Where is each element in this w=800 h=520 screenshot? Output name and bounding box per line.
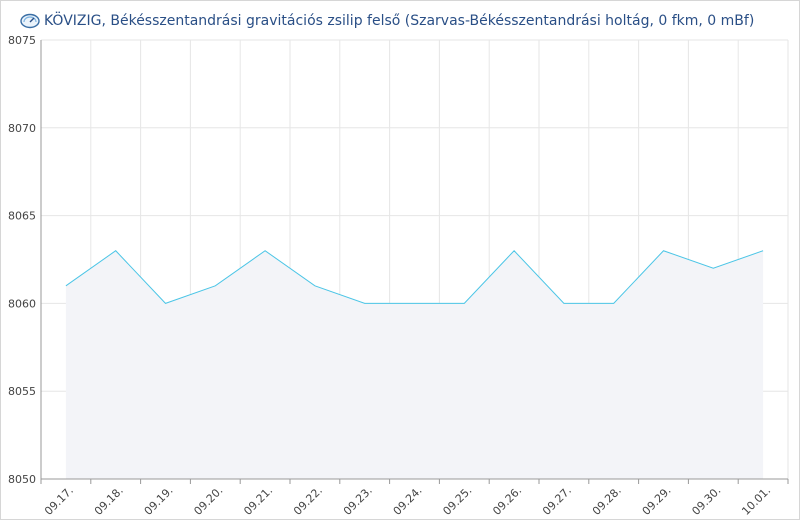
x-tick-label: 09.26. [490,484,524,518]
y-tick-label: 8050 [8,473,36,486]
y-tick-label: 8065 [8,210,36,223]
x-tick-labels: 09.17. 09.18. 09.19. 09.20. 09.21. 09.22. 09.2… [42,484,773,518]
gauge-icon [20,13,40,29]
x-tick-label: 09.24. [391,484,425,518]
y-tick-labels: 8050 8055 8060 8065 8070 8075 [8,34,36,486]
x-tick-label: 09.25. [440,484,474,518]
x-tick-label: 09.22. [291,484,325,518]
series-line [65,249,764,304]
x-tick-label: 09.29. [640,484,674,518]
chart-header: KÖVIZIG, Békésszentandrási gravitációs z… [20,10,754,32]
y-tick-label: 8075 [8,34,36,47]
line-layer [65,249,764,304]
y-tick-label: 8060 [8,297,36,310]
x-tick-label: 09.21. [241,484,275,518]
x-tick-label: 09.23. [341,484,375,518]
chart-title: KÖVIZIG, Békésszentandrási gravitációs z… [44,13,755,29]
axis-layer [40,40,789,484]
x-tick-label: 09.20. [191,484,225,518]
x-tick-label: 09.28. [590,484,624,518]
x-tick-label: 09.30. [689,484,723,518]
x-tick-label: 09.19. [142,484,176,518]
area-layer [65,250,764,479]
x-tick-label: 09.17. [42,484,76,518]
y-tick-label: 8055 [8,385,36,398]
x-tick-label: 10.01. [739,484,773,518]
series-area [65,250,764,479]
x-tick-label: 09.18. [92,484,126,518]
x-tick-label: 09.27. [540,484,574,518]
y-tick-label: 8070 [8,122,36,135]
